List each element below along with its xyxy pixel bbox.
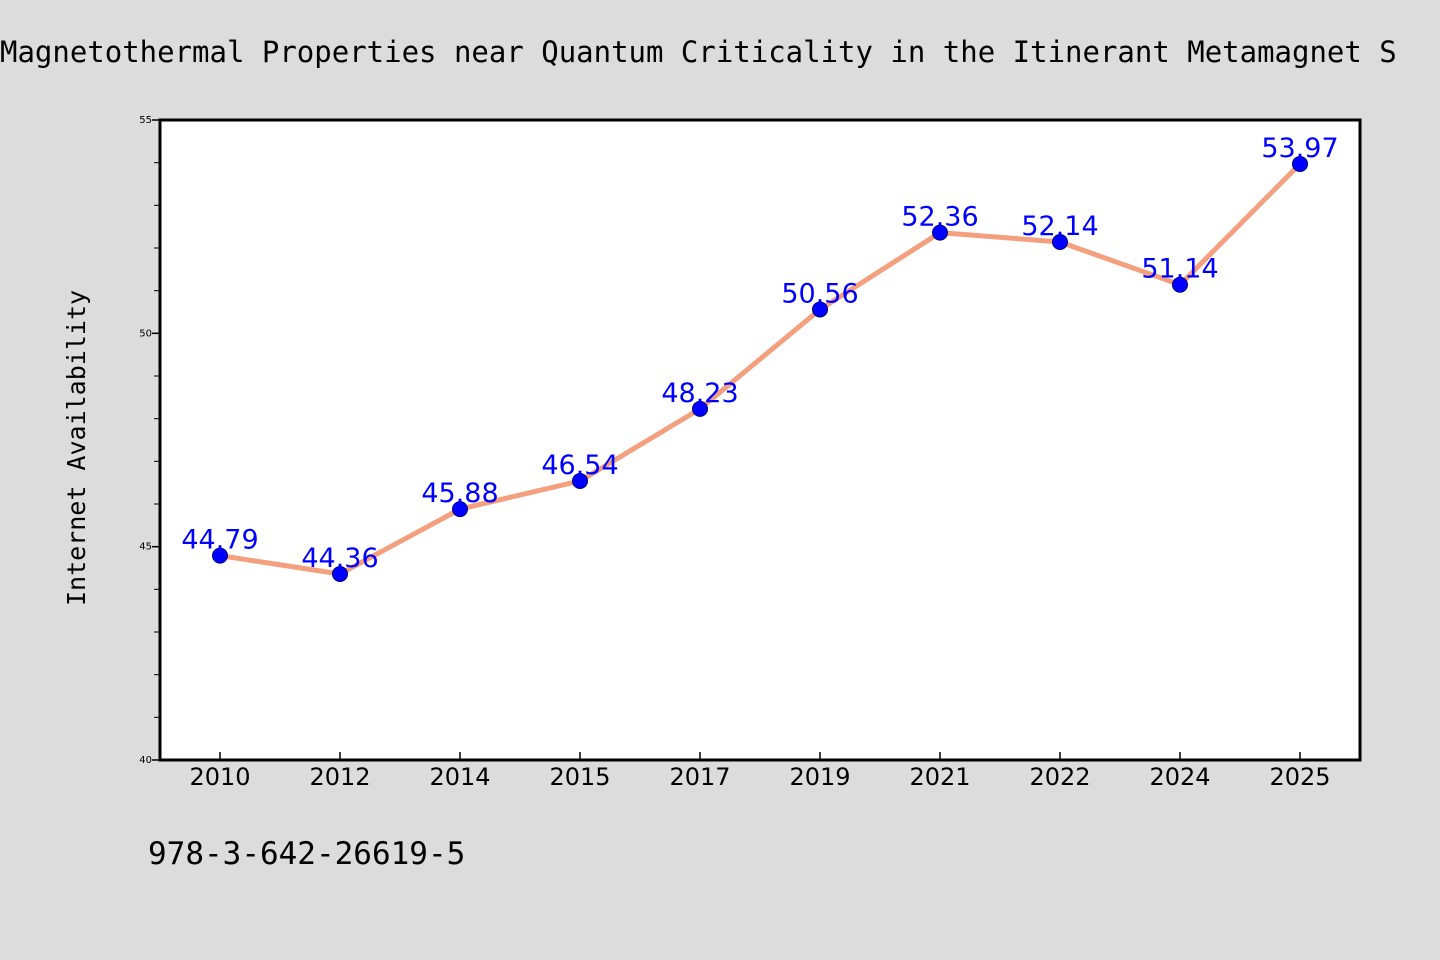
data-label: 48.23 [661, 378, 738, 409]
data-point [1172, 276, 1188, 293]
data-label: 46.54 [541, 450, 618, 481]
x-tick-label: 2017 [669, 763, 730, 791]
plot-area [160, 120, 1360, 760]
data-point [932, 224, 948, 241]
data-point [572, 472, 588, 489]
x-tick-label: 2021 [909, 763, 970, 791]
series-line [217, 161, 1303, 577]
data-label: 53.97 [1261, 133, 1338, 164]
data-label: 45.88 [421, 478, 498, 509]
series-layer [212, 155, 1308, 582]
x-tick-label: 2014 [429, 763, 490, 791]
x-tick-label: 2022 [1029, 763, 1090, 791]
data-label: 52.36 [901, 202, 978, 233]
data-point [452, 501, 468, 518]
data-labels-layer: 44.79 44.36 45.88 46.54 48.23 50.56 52.36 52.14… [181, 133, 1338, 574]
y-tick-label: 55 [139, 115, 152, 126]
x-tick-label: 2025 [1269, 763, 1330, 791]
x-tick-label: 2019 [789, 763, 850, 791]
data-label: 44.36 [301, 543, 378, 574]
chart-title: Magnetothermal Properties near Quantum C… [0, 35, 1397, 69]
data-label: 52.14 [1021, 211, 1098, 242]
plot-frame [158, 118, 1362, 762]
data-point [332, 565, 348, 582]
data-point [212, 547, 228, 564]
y-tick-label: 45 [139, 542, 152, 553]
y-tick-label: 50 [139, 328, 152, 339]
data-point [1052, 234, 1068, 251]
data-point [692, 400, 708, 417]
data-label: 51.14 [1141, 254, 1218, 285]
data-point [1292, 155, 1308, 172]
x-tick-label: 2012 [309, 763, 370, 791]
data-label: 44.79 [181, 525, 258, 556]
x-axis-ticks: 2010 2012 2014 2015 2017 2019 2021 2022 2024 2025 [189, 752, 1331, 791]
data-point [812, 301, 828, 318]
x-tick-label: 2015 [549, 763, 610, 791]
y-tick-label: 40 [139, 755, 152, 766]
data-label: 50.56 [781, 278, 858, 309]
x-tick-label: 2010 [189, 763, 250, 791]
x-tick-label: 2024 [1149, 763, 1210, 791]
isbn-text: 978-3-642-26619-5 [148, 836, 465, 872]
y-axis-label: Internet Availability [62, 290, 91, 606]
